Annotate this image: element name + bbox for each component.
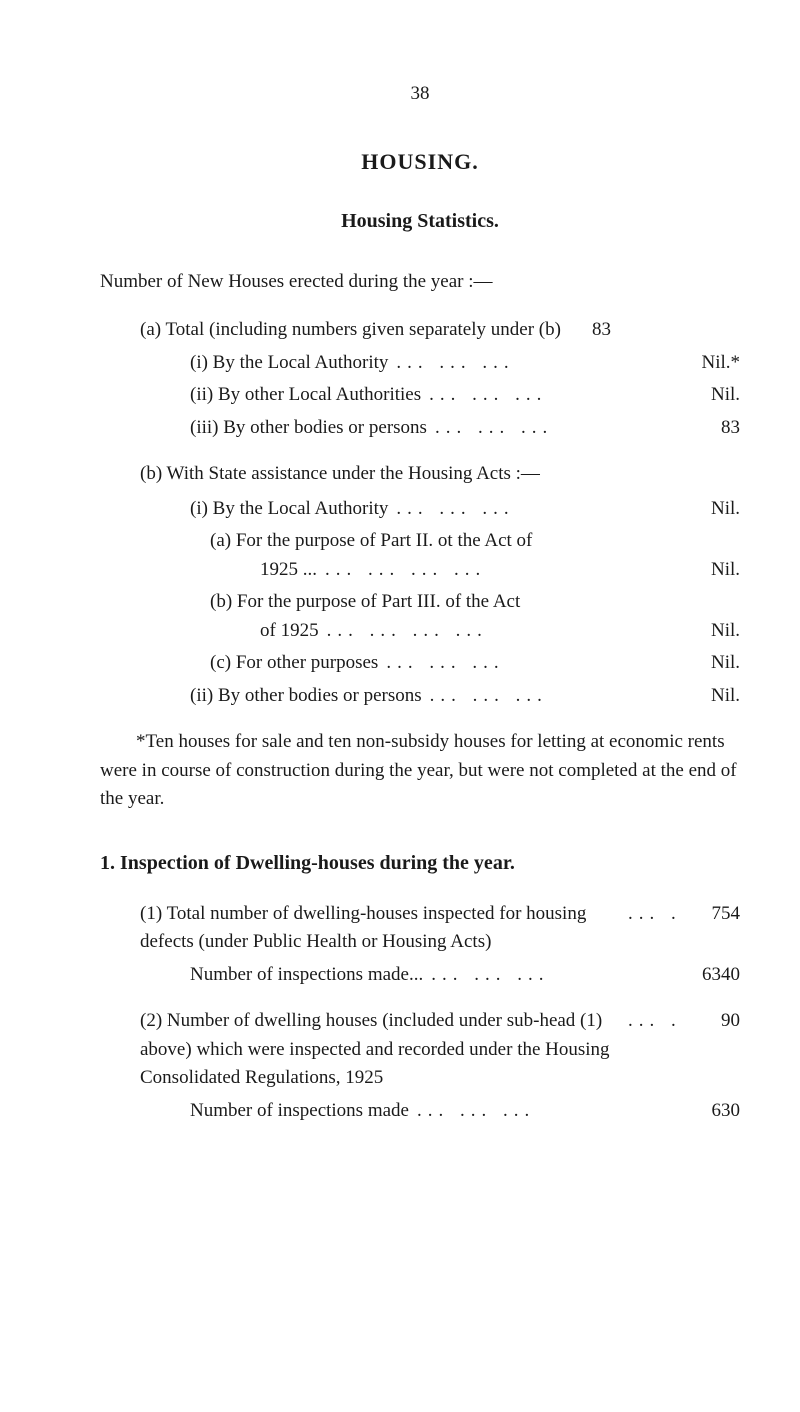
item-value: 754 [690,900,740,929]
section-a: (a) Total (including numbers given separ… [100,316,740,442]
inspection-item-2: (2) Number of dwelling houses (included … [100,1007,740,1125]
list-item: (i) By the Local Authority ... ... ... N… [100,495,740,524]
leader-dots: ... ... ... ... ... [628,1007,682,1036]
leader-dots: ... ... ... ... ... [628,900,682,929]
section-b-heading: (b) With State assistance under the Hous… [100,460,740,489]
item-value: Nil. [690,617,740,646]
list-item: (i) By the Local Authority ... ... ... N… [100,349,740,378]
leader-dots: ... ... ... [429,381,682,410]
list-item: Number of inspections made... ... ... ..… [100,961,740,990]
document-page: 38 HOUSING. Housing Statistics. Number o… [0,0,800,1203]
item-label: (i) By the Local Authority [190,495,388,524]
item-label: 1925 ... [260,556,317,585]
item-label: Number of inspections made... [190,961,423,990]
sub-item-pre: (b) For the purpose of Part III. of the … [100,588,740,617]
leader-dots: ... ... ... [417,1097,682,1126]
item-body: Total number of dwelling-houses inspecte… [140,903,586,953]
section-a-heading-value: 83 [561,316,611,345]
item-value: Nil. [690,682,740,711]
section-b: (b) With State assistance under the Hous… [100,460,740,710]
item-label: (ii) By other Local Authorities [190,381,421,410]
list-item: (ii) By other Local Authorities ... ... … [100,381,740,410]
item-value: Nil. [690,381,740,410]
sub-item-pre: (a) For the purpose of Part II. ot the A… [100,527,740,556]
item-value: Nil. [690,649,740,678]
item-value: 6340 [690,961,740,990]
inspection-item-1: (1) Total number of dwelling-houses insp… [100,900,740,990]
item-value: Nil. [690,556,740,585]
item-label: (c) For other purposes [210,649,378,678]
item-text: (2) Number of dwelling houses (included … [140,1007,620,1093]
inspection-heading: 1. Inspection of Dwelling-houses during … [100,848,740,878]
intro-line: Number of New Houses erected during the … [100,268,740,297]
list-item: (iii) By other bodies or persons ... ...… [100,414,740,443]
item-num: (2) [140,1010,162,1031]
item-text: (1) Total number of dwelling-houses insp… [140,900,620,957]
leader-dots: ... ... ... [396,349,682,378]
section-a-heading: (a) Total (including numbers given separ… [140,316,561,345]
item-label: of 1925 [260,617,319,646]
leader-dots: ... ... ... ... [325,556,682,585]
main-title: HOUSING. [100,145,740,178]
section-a-heading-row: (a) Total (including numbers given separ… [100,316,740,345]
leader-dots: ... ... ... [430,682,682,711]
leader-dots: ... ... ... [386,649,682,678]
item-label: Number of inspections made [190,1097,409,1126]
item-num: (1) [140,903,162,924]
leader-dots: ... ... ... ... [327,617,682,646]
footnote-text: *Ten houses for sale and ten non-subsidy… [100,728,740,814]
item-label: (iii) By other bodies or persons [190,414,427,443]
list-item: 1925 ... ... ... ... ... Nil. [100,556,740,585]
item-body: Number of dwelling houses (included unde… [140,1010,610,1088]
list-item: (c) For other purposes ... ... ... Nil. [100,649,740,678]
item-label: (ii) By other bodies or persons [190,682,422,711]
leader-dots: ... ... ... [396,495,682,524]
leader-dots: ... ... ... [435,414,682,443]
list-item: (ii) By other bodies or persons ... ... … [100,682,740,711]
sub-title: Housing Statistics. [100,206,740,236]
list-item: (1) Total number of dwelling-houses insp… [100,900,740,957]
item-label: (i) By the Local Authority [190,349,388,378]
item-value: 83 [690,414,740,443]
item-value: Nil.* [690,349,740,378]
page-number: 38 [100,80,740,109]
item-value: 90 [690,1007,740,1036]
list-item: (2) Number of dwelling houses (included … [100,1007,740,1093]
list-item: Number of inspections made ... ... ... 6… [100,1097,740,1126]
item-value: 630 [690,1097,740,1126]
list-item: of 1925 ... ... ... ... Nil. [100,617,740,646]
leader-dots: ... ... ... [431,961,682,990]
item-value: Nil. [690,495,740,524]
